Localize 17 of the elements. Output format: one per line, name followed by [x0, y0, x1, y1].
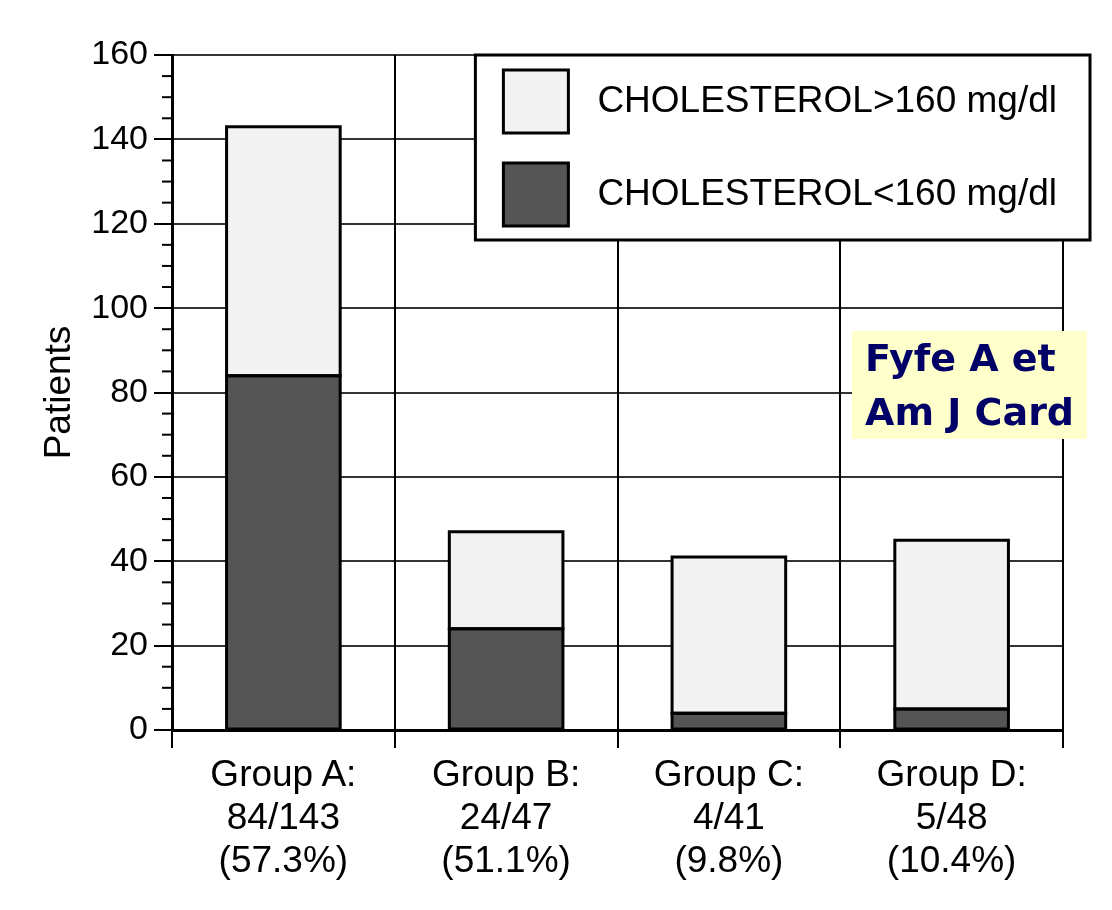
y-tick-label: 60: [110, 455, 148, 494]
x-tick-label: Group A: 84/143 (57.3%): [210, 752, 357, 880]
y-tick-label: 0: [129, 708, 148, 747]
y-tick-label: 120: [91, 202, 148, 241]
y-tick-label: 140: [91, 117, 148, 156]
x-tick-label: Group D: 5/48 (10.4%): [876, 752, 1027, 880]
annotation: Fyfe A et Am J Card: [852, 331, 1088, 439]
legend-label: CHOLESTEROL<160 mg/dl: [597, 171, 1057, 213]
y-tick-label: 80: [110, 370, 148, 409]
y-axis-title: Patients: [37, 325, 79, 460]
x-tick-label: Group B: 24/47 (51.1%): [432, 752, 581, 880]
legend-label: CHOLESTEROL>160 mg/dl: [597, 78, 1057, 120]
y-tick-label: 20: [110, 624, 148, 662]
y-tick-label: 40: [110, 539, 148, 578]
y-tick-label: 160: [91, 33, 148, 72]
y-tick-label: 100: [91, 286, 148, 325]
x-tick-label: Group C: 4/41 (9.8%): [653, 752, 804, 880]
